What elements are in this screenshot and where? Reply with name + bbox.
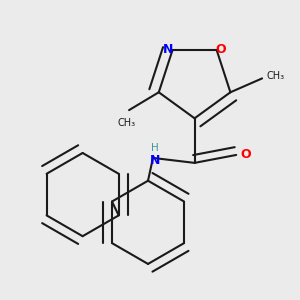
Text: CH₃: CH₃ [117, 118, 135, 128]
Text: H: H [151, 143, 159, 153]
Text: O: O [215, 43, 226, 56]
Text: N: N [163, 43, 174, 56]
Text: CH₃: CH₃ [266, 71, 284, 81]
Text: O: O [241, 148, 251, 161]
Text: N: N [150, 154, 160, 167]
